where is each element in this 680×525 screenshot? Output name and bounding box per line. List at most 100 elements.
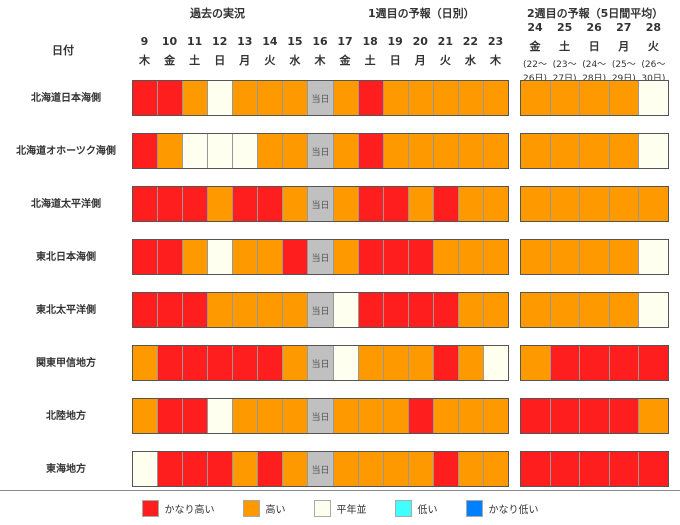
- legend-swatch: [141, 500, 159, 517]
- day-weekday: 木: [489, 54, 501, 67]
- cell-value: [258, 452, 284, 486]
- cell-value: [133, 399, 159, 433]
- region-label: 北海道日本海側: [31, 93, 101, 104]
- cell-value: [408, 240, 434, 274]
- day-number: 23: [487, 35, 504, 48]
- week2-row: [520, 186, 669, 222]
- cell-value: [258, 187, 284, 221]
- day-weekday: 金: [164, 54, 176, 67]
- daily-row: 当日: [132, 345, 509, 381]
- week2-row: [520, 133, 669, 169]
- day-number: 18: [362, 35, 378, 48]
- cell-value: [458, 293, 484, 327]
- week2-day-number: 27: [616, 21, 632, 34]
- cell-week2: [521, 293, 551, 327]
- cell-value: [258, 81, 284, 115]
- cell-value: [408, 187, 434, 221]
- day-number: 21: [437, 35, 453, 48]
- week2-row: [520, 239, 669, 275]
- cell-value: [333, 187, 359, 221]
- cell-week2: [550, 346, 581, 380]
- cell-value: [483, 240, 508, 274]
- cell-value: [233, 81, 259, 115]
- cell-value: [283, 293, 309, 327]
- cell-week2: [639, 240, 668, 274]
- week2-range-end: 27日): [552, 74, 577, 84]
- cell-value: [433, 293, 459, 327]
- cell-value: [183, 240, 209, 274]
- cell-week2: [639, 81, 668, 115]
- cell-value: [233, 293, 259, 327]
- cell-value: [383, 187, 409, 221]
- cell-value: [258, 134, 284, 168]
- cell-week2: [609, 293, 640, 327]
- cell-value: [208, 81, 234, 115]
- day-weekday: 月: [414, 54, 426, 67]
- cell-value: [183, 293, 209, 327]
- cell-value: [333, 134, 359, 168]
- header-week1: 1週目の予報（日別）: [368, 7, 475, 20]
- cell-value: [158, 187, 184, 221]
- cell-week2: [580, 240, 610, 274]
- daily-row: 当日: [132, 451, 509, 487]
- cell-value: [483, 134, 508, 168]
- day-weekday: 土: [364, 54, 376, 67]
- cell-week2: [639, 293, 668, 327]
- cell-week2: [521, 187, 551, 221]
- week2-row: [520, 80, 669, 116]
- day-weekday: 火: [264, 54, 276, 67]
- cell-value: [458, 81, 484, 115]
- cell-value: [383, 240, 409, 274]
- daily-row: 当日: [132, 80, 509, 116]
- region-label: 北海道オホーツク海側: [16, 146, 116, 157]
- day-number: 17: [337, 35, 353, 48]
- cell-value: [233, 399, 259, 433]
- cell-value: [383, 81, 409, 115]
- cell-value: [483, 187, 508, 221]
- legend-item: かなり高い: [141, 500, 215, 517]
- cell-today: 当日: [308, 452, 334, 486]
- cell-week2: [521, 346, 551, 380]
- cell-week2: [580, 134, 610, 168]
- cell-value: [183, 81, 209, 115]
- week2-weekday: 日: [588, 40, 600, 53]
- cell-value: [333, 81, 359, 115]
- cell-value: [158, 293, 184, 327]
- cell-week2: [550, 452, 581, 486]
- cell-value: [158, 240, 184, 274]
- cell-week2: [580, 452, 610, 486]
- legend: かなり高い 高い 平年並 低い かなり低い: [0, 500, 680, 517]
- cell-today: 当日: [308, 399, 334, 433]
- cell-value: [258, 293, 284, 327]
- week2-range-start: (23～: [552, 60, 577, 70]
- week2-day-number: 24: [527, 21, 543, 34]
- cell-value: [333, 346, 359, 380]
- cell-value: [208, 452, 234, 486]
- day-number: 13: [237, 35, 253, 48]
- day-number: 9: [140, 35, 149, 48]
- header-week2: 2週目の予報（5日間平均）: [527, 7, 664, 20]
- cell-value: [133, 187, 159, 221]
- cell-today: 当日: [308, 346, 334, 380]
- cell-week2: [639, 346, 668, 380]
- region-label: 東北太平洋側: [36, 305, 96, 316]
- cell-week2: [609, 134, 640, 168]
- legend-label: 高い: [265, 505, 286, 516]
- cell-value: [258, 346, 284, 380]
- cell-value: [133, 134, 159, 168]
- cell-value: [483, 452, 508, 486]
- cell-value: [433, 81, 459, 115]
- cell-value: [358, 346, 384, 380]
- cell-week2: [550, 293, 581, 327]
- week2-weekday: 土: [559, 40, 571, 53]
- day-number: 16: [312, 35, 328, 48]
- region-label: 東北日本海側: [36, 252, 96, 263]
- cell-value: [458, 240, 484, 274]
- day-number: 11: [186, 35, 203, 48]
- cell-value: [358, 399, 384, 433]
- cell-week2: [521, 240, 551, 274]
- week2-row: [520, 292, 669, 328]
- cell-value: [283, 134, 309, 168]
- week2-weekday: 火: [647, 40, 659, 53]
- cell-week2: [550, 240, 581, 274]
